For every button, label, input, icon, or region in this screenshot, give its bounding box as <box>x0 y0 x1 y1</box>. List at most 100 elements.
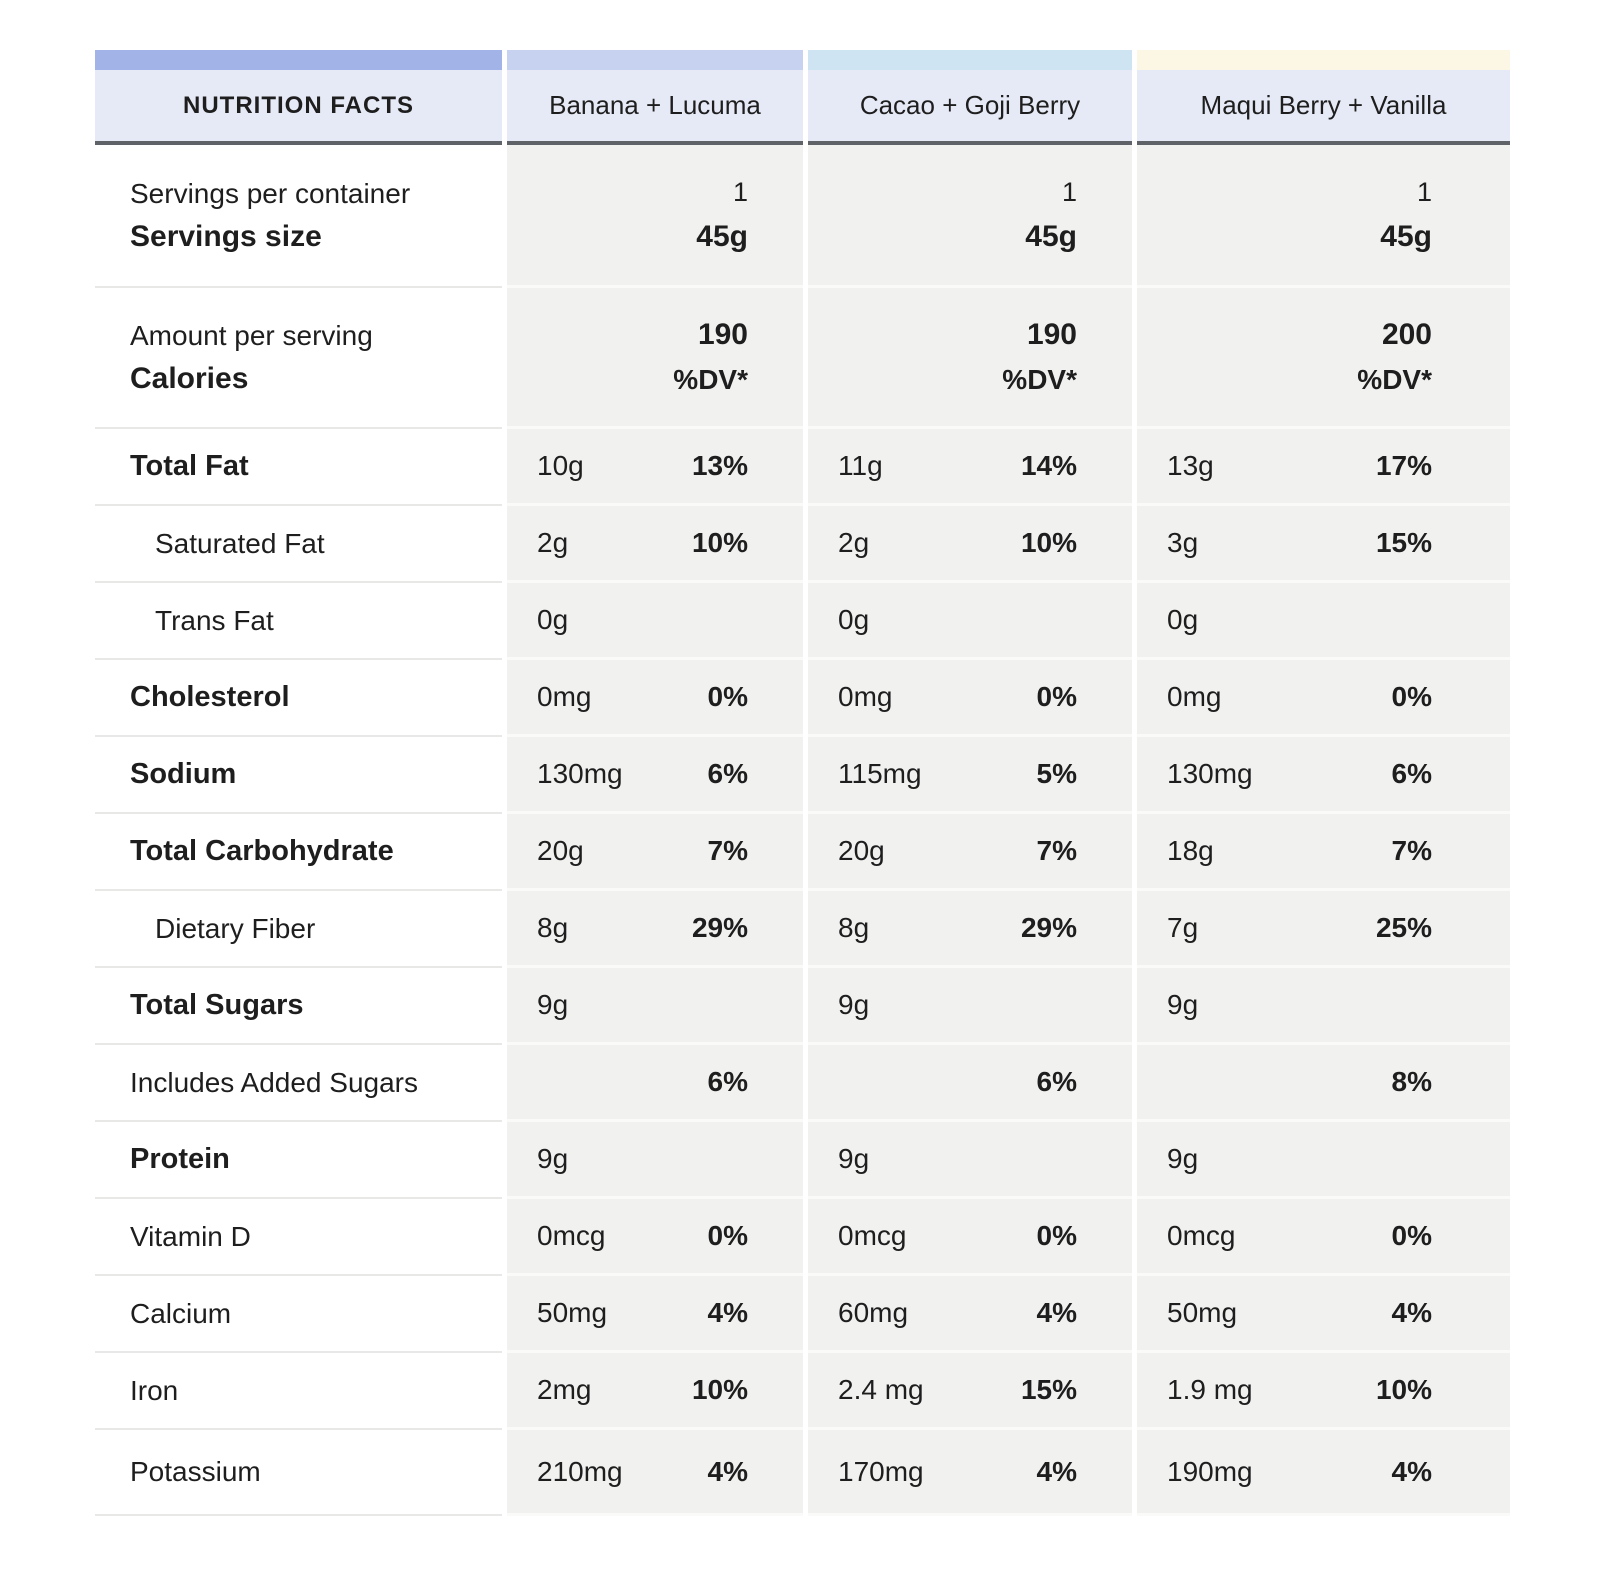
dv-value: 4% <box>1391 1297 1432 1328</box>
dv-value: 10% <box>1020 527 1077 558</box>
row-label: Saturated Fat <box>155 527 325 559</box>
table-row: Sodium 130mg 6% 115mg 5% 130mg 6% <box>95 737 1510 814</box>
table-row: Trans Fat 0g 0g 0g <box>95 583 1510 660</box>
value-cell: 10g 13% <box>507 429 803 506</box>
amount-value: 1.9 mg <box>1167 1374 1253 1405</box>
table-row: Calcium 50mg 4% 60mg 4% 50mg 4% <box>95 1276 1510 1353</box>
amount-value: 50mg <box>537 1297 608 1328</box>
dv-value: 10% <box>691 1374 748 1405</box>
product-name: Banana + Lucuma <box>549 90 761 120</box>
dv-value: 6% <box>707 1066 748 1097</box>
amount-value: 9g <box>1167 989 1199 1020</box>
amount-value: 0g <box>838 604 870 635</box>
dv-value: 5% <box>1036 758 1077 789</box>
dv-value: 25% <box>1375 912 1432 943</box>
amount-value: 0mcg <box>1167 1220 1236 1251</box>
value-cell: 50mg 4% <box>507 1276 803 1353</box>
calories-value-cell: 190 %DV* <box>808 288 1132 429</box>
table-row: Potassium 210mg 4% 170mg 4% 190mg 4% <box>95 1430 1510 1516</box>
value-cell: 9g <box>1137 1122 1510 1199</box>
calories-value-cell: 200 %DV* <box>1137 288 1510 429</box>
dv-value: 0% <box>1036 681 1077 712</box>
calories-value: 190 <box>1026 318 1077 351</box>
amount-value: 7g <box>1167 912 1199 943</box>
value-cell: 7g 25% <box>1137 891 1510 968</box>
table-row: Cholesterol 0mg 0% 0mg 0% 0mg 0% <box>95 660 1510 737</box>
amount-value: 130mg <box>1167 758 1253 789</box>
dv-value: 14% <box>1020 450 1077 481</box>
value-cell: 210mg 4% <box>507 1430 803 1516</box>
row-label: Sodium <box>130 758 237 790</box>
row-label: Includes Added Sugars <box>130 1066 418 1098</box>
table-title: NUTRITION FACTS <box>183 91 414 119</box>
dv-value: 0% <box>707 681 748 712</box>
row-label: Cholesterol <box>130 681 290 713</box>
row-label: Iron <box>130 1374 179 1406</box>
value-cell: 18g 7% <box>1137 814 1510 891</box>
value-cell: 6% <box>808 1045 1132 1122</box>
table-title-cell: NUTRITION FACTS <box>95 70 502 145</box>
amount-value: 170mg <box>838 1455 924 1487</box>
value-cell: 9g <box>507 1122 803 1199</box>
value-cell: 6% <box>507 1045 803 1122</box>
table-row: Saturated Fat 2g 10% 2g 10% 3g 15% <box>95 506 1510 583</box>
amount-value: 115mg <box>838 758 922 789</box>
row-label: Total Sugars <box>130 989 304 1021</box>
value-cell: 20g 7% <box>808 814 1132 891</box>
servings-value-cell: 1 45g <box>808 145 1132 288</box>
row-label-cell: Total Sugars <box>95 968 502 1045</box>
value-cell: 2.4 mg 15% <box>808 1353 1132 1430</box>
amount-value: 9g <box>838 989 870 1020</box>
dv-value: 13% <box>691 450 748 481</box>
row-label-cell: Trans Fat <box>95 583 502 660</box>
amount-value: 13g <box>1167 450 1214 481</box>
value-cell: 8% <box>1137 1045 1510 1122</box>
value-cell: 1.9 mg 10% <box>1137 1353 1510 1430</box>
dv-value: 10% <box>691 527 748 558</box>
amount-value: 9g <box>1167 1143 1199 1174</box>
amount-value: 8g <box>838 912 870 943</box>
row-label: Calcium <box>130 1297 232 1329</box>
dv-value: 0% <box>1036 1220 1077 1251</box>
color-strip-row <box>95 50 1510 70</box>
dv-column-label: %DV* <box>1357 364 1432 395</box>
serving-size-value: 45g <box>1025 219 1077 253</box>
value-cell: 60mg 4% <box>808 1276 1132 1353</box>
amount-value: 0mcg <box>838 1220 907 1251</box>
value-cell: 9g <box>507 968 803 1045</box>
value-cell: 2g 10% <box>507 506 803 583</box>
strip-nutrition-facts <box>95 50 502 70</box>
dv-value: 7% <box>1391 835 1432 866</box>
dv-value: 29% <box>691 912 748 943</box>
value-cell: 115mg 5% <box>808 737 1132 814</box>
servings-value-cell: 1 45g <box>507 145 803 288</box>
dv-value: 6% <box>1036 1066 1077 1097</box>
row-label-cell: Cholesterol <box>95 660 502 737</box>
servings-value-cell: 1 45g <box>1137 145 1510 288</box>
value-cell: 2g 10% <box>808 506 1132 583</box>
dv-value: 7% <box>1036 835 1077 866</box>
calories-value: 190 <box>697 318 748 351</box>
row-label-cell: Includes Added Sugars <box>95 1045 502 1122</box>
row-label: Total Fat <box>130 450 249 482</box>
value-cell: 0g <box>808 583 1132 660</box>
table-row: Includes Added Sugars 6% 6% 8% <box>95 1045 1510 1122</box>
dv-value: 29% <box>1020 912 1077 943</box>
amount-value: 0mg <box>1167 681 1222 712</box>
dv-value: 15% <box>1375 527 1432 558</box>
row-label-cell: Calcium <box>95 1276 502 1353</box>
value-cell: 190mg 4% <box>1137 1430 1510 1516</box>
value-cell: 9g <box>1137 968 1510 1045</box>
value-cell: 8g 29% <box>808 891 1132 968</box>
row-label: Trans Fat <box>155 604 274 636</box>
value-cell: 170mg 4% <box>808 1430 1132 1516</box>
row-label-cell: Total Carbohydrate <box>95 814 502 891</box>
strip-cacao-goji-berry <box>808 50 1132 70</box>
nutrient-rows: Total Fat 10g 13% 11g 14% 13g 17% Satura… <box>95 429 1510 1516</box>
amount-value: 0mg <box>838 681 893 712</box>
value-cell: 0g <box>1137 583 1510 660</box>
dv-value: 10% <box>1375 1374 1432 1405</box>
row-label: Potassium <box>130 1456 261 1487</box>
value-cell: 0g <box>507 583 803 660</box>
